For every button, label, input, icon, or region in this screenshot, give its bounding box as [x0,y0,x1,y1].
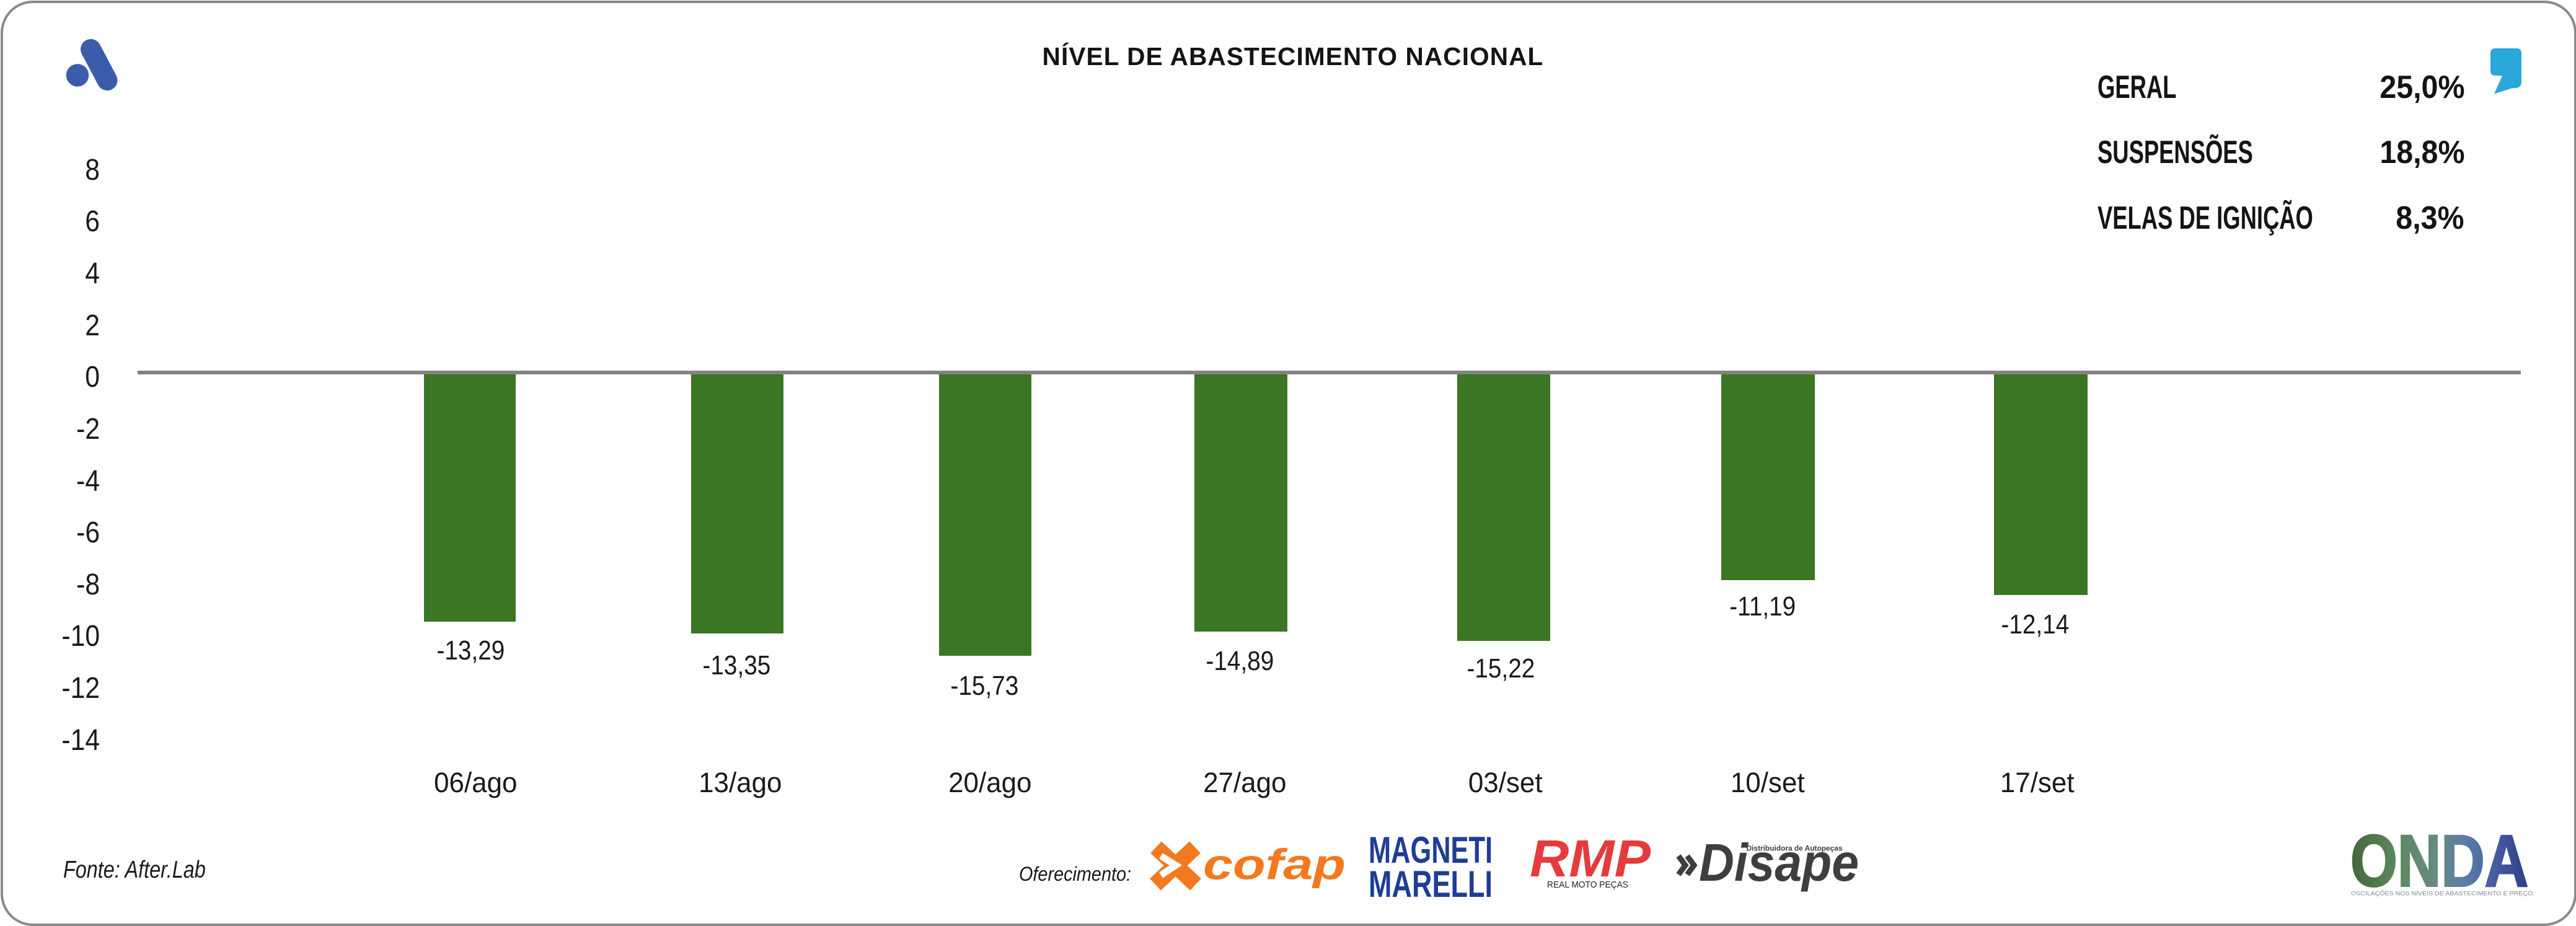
svg-text:MARELLI: MARELLI [1369,863,1493,905]
svg-text:REAL MOTO PEÇAS: REAL MOTO PEÇAS [1547,880,1628,890]
svg-text:MAGNETI: MAGNETI [1369,829,1493,871]
svg-text:Distribuidora de Autopeças: Distribuidora de Autopeças [1747,845,1843,853]
svg-text:ONDA: ONDA [2350,824,2528,902]
svg-text:cofap: cofap [1203,840,1346,889]
svg-text:OSCILAÇÕES NOS NÍVEIS DE ABAST: OSCILAÇÕES NOS NÍVEIS DE ABASTECIMENTO E… [2351,891,2534,897]
svg-text:Disape: Disape [1699,834,1859,893]
svg-text:RMP: RMP [1530,831,1651,888]
